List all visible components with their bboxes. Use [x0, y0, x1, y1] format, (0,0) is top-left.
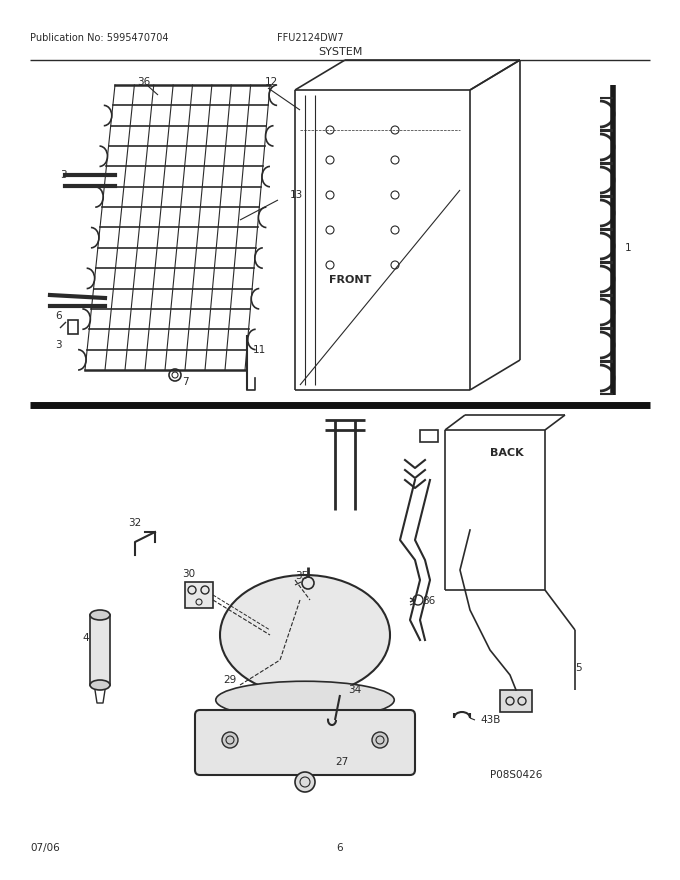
Text: 30: 30 [182, 569, 195, 579]
Text: 43B: 43B [480, 715, 500, 725]
Text: 5: 5 [575, 663, 581, 673]
Text: 86: 86 [422, 596, 435, 606]
Text: 1: 1 [625, 243, 632, 253]
Text: 32: 32 [128, 518, 141, 528]
Ellipse shape [216, 681, 394, 719]
Text: 11: 11 [253, 345, 267, 355]
Text: 6: 6 [55, 311, 62, 321]
Circle shape [222, 732, 238, 748]
Bar [185, 582, 213, 608]
FancyBboxPatch shape [195, 710, 415, 775]
Text: 12: 12 [265, 77, 278, 87]
Bar [90, 615, 110, 685]
Text: 36: 36 [137, 77, 150, 87]
Circle shape [372, 732, 388, 748]
Text: 4: 4 [82, 633, 88, 643]
Ellipse shape [90, 610, 110, 620]
Circle shape [295, 772, 315, 792]
Text: 7: 7 [182, 377, 188, 387]
Text: 07/06: 07/06 [30, 843, 60, 853]
Text: 3: 3 [60, 170, 67, 180]
Text: 3: 3 [55, 340, 62, 350]
Text: P08S0426: P08S0426 [490, 770, 543, 780]
Text: FRONT: FRONT [329, 275, 371, 285]
Ellipse shape [90, 680, 110, 690]
Text: 35: 35 [295, 571, 308, 581]
Text: 6: 6 [337, 843, 343, 853]
Bar [68, 320, 78, 334]
Text: 29: 29 [223, 675, 236, 685]
Text: Publication No: 5995470704: Publication No: 5995470704 [30, 33, 169, 43]
Text: 27: 27 [335, 757, 348, 767]
Text: FFU2124DW7: FFU2124DW7 [277, 33, 343, 43]
Text: 34: 34 [348, 685, 361, 695]
Bar [500, 690, 532, 712]
Text: 13: 13 [290, 190, 303, 200]
Bar [420, 430, 438, 442]
Ellipse shape [220, 575, 390, 695]
Text: BACK: BACK [490, 448, 524, 458]
Text: SYSTEM: SYSTEM [318, 47, 362, 57]
